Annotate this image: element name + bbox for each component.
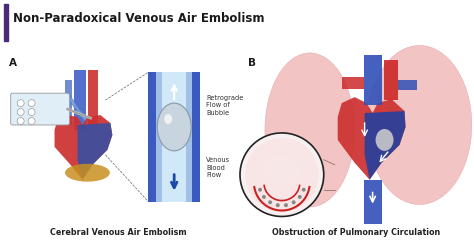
- Circle shape: [17, 118, 24, 124]
- Ellipse shape: [164, 114, 172, 124]
- Bar: [162, 72, 186, 202]
- Ellipse shape: [375, 129, 393, 151]
- Circle shape: [17, 109, 24, 116]
- Ellipse shape: [65, 164, 110, 182]
- Bar: [74, 70, 86, 130]
- Polygon shape: [55, 115, 112, 180]
- Text: A: A: [9, 58, 17, 68]
- Bar: [4, 4, 8, 41]
- Bar: [148, 72, 200, 202]
- Bar: [383, 60, 398, 100]
- Text: Non-Paradoxical Venous Air Embolism: Non-Paradoxical Venous Air Embolism: [13, 12, 264, 25]
- Bar: [398, 80, 418, 90]
- Circle shape: [28, 118, 35, 124]
- Circle shape: [276, 203, 280, 207]
- Polygon shape: [365, 111, 405, 180]
- Circle shape: [28, 109, 35, 116]
- Circle shape: [17, 100, 24, 107]
- Ellipse shape: [367, 45, 472, 205]
- Bar: [364, 180, 382, 224]
- Bar: [64, 80, 73, 125]
- Text: B: B: [248, 58, 256, 68]
- Circle shape: [28, 100, 35, 107]
- Text: Venous
Blood
Flow: Venous Blood Flow: [206, 157, 230, 178]
- Circle shape: [258, 188, 262, 192]
- Text: Retrograde
Flow of
Bubble: Retrograde Flow of Bubble: [206, 95, 244, 116]
- Circle shape: [240, 133, 324, 217]
- Circle shape: [292, 200, 296, 204]
- Bar: [342, 77, 364, 89]
- FancyBboxPatch shape: [11, 93, 70, 125]
- Circle shape: [284, 203, 288, 207]
- Ellipse shape: [263, 156, 301, 184]
- Ellipse shape: [157, 103, 191, 151]
- Circle shape: [245, 138, 319, 211]
- Ellipse shape: [265, 53, 355, 207]
- Circle shape: [301, 188, 306, 192]
- Circle shape: [298, 195, 302, 199]
- Text: Obstruction of Pulmonary Circulation: Obstruction of Pulmonary Circulation: [272, 228, 440, 237]
- Bar: [89, 70, 99, 125]
- Polygon shape: [77, 123, 112, 180]
- Text: Cerebral Venous Air Embolism: Cerebral Venous Air Embolism: [50, 228, 187, 237]
- Bar: [364, 55, 382, 105]
- Circle shape: [262, 195, 266, 199]
- Polygon shape: [337, 97, 405, 180]
- Bar: [156, 72, 192, 202]
- Circle shape: [268, 200, 272, 204]
